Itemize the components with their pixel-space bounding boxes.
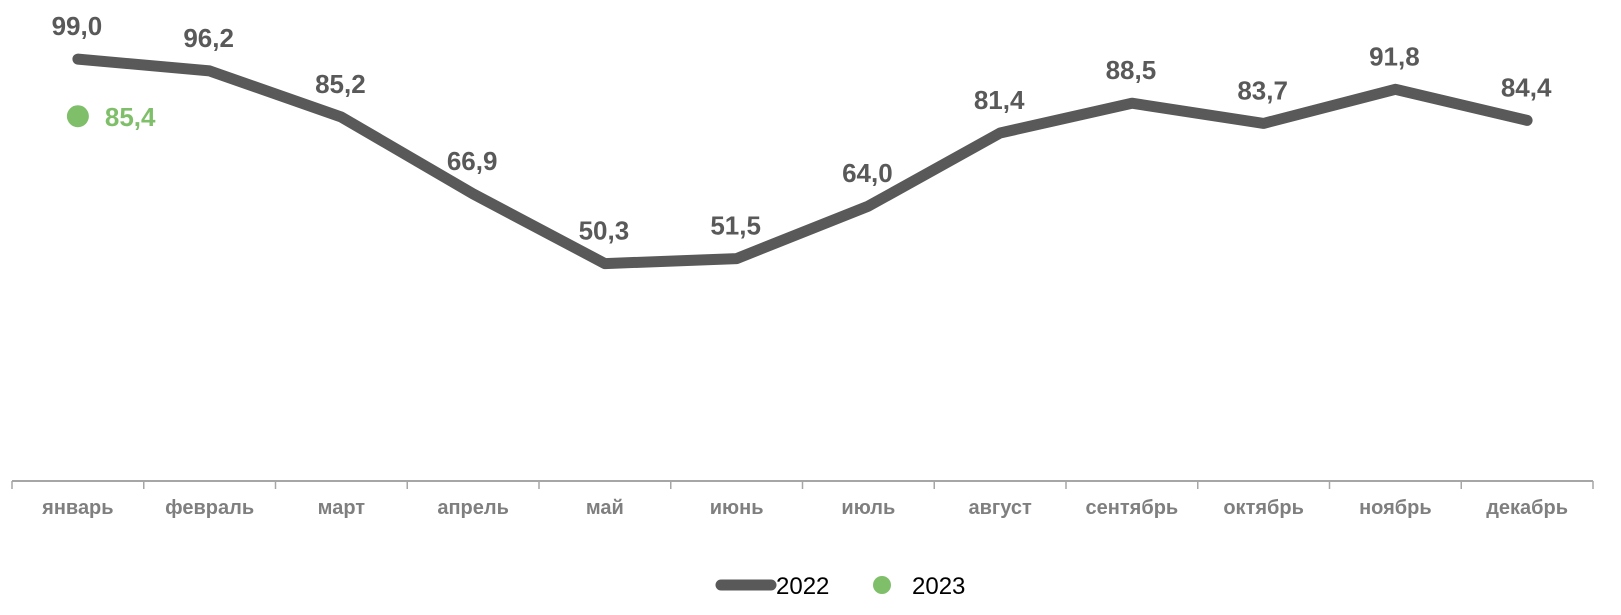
x-tick-label: апрель [437, 497, 509, 519]
data-label-2022: 96,2 [183, 23, 234, 53]
x-tick-label: июль [841, 497, 895, 519]
data-label-2022: 85,2 [315, 69, 366, 99]
x-tick-label: сентябрь [1086, 497, 1179, 519]
data-label-2022: 51,5 [710, 211, 761, 241]
x-tick-label: декабрь [1486, 497, 1568, 519]
data-label-2022: 91,8 [1369, 41, 1420, 71]
x-tick-label: январь [41, 497, 113, 519]
data-label-2022: 84,4 [1501, 72, 1552, 102]
data-point-2023 [66, 105, 89, 128]
x-tick-label: октябрь [1223, 497, 1304, 519]
data-label-2022: 83,7 [1237, 75, 1288, 105]
x-tick-label: март [318, 497, 366, 519]
x-tick-label: август [968, 497, 1031, 519]
legend: 2022 2023 [715, 573, 965, 600]
series-line-2022 [72, 53, 1533, 270]
x-axis: январь февраль март апрель май июнь июль август… [11, 480, 1594, 519]
data-label-2022: 50,3 [579, 216, 630, 246]
data-label-2022: 99,0 [52, 11, 103, 41]
data-label-2022: 64,0 [842, 158, 893, 188]
legend-marker-2023 [873, 576, 891, 594]
x-tick-label: февраль [165, 497, 254, 519]
x-tick-label: июнь [710, 497, 764, 519]
x-tick-label: май [586, 497, 624, 519]
data-labels: 99,0 96,2 85,2 66,9 50,3 51,5 64,0 81,4 88,5 83,7… [52, 11, 1552, 246]
data-label-2022: 66,9 [447, 146, 498, 176]
data-label-2022: 81,4 [974, 85, 1025, 115]
data-label-2022: 88,5 [1106, 55, 1157, 85]
data-label-2023: 85,4 [105, 102, 156, 132]
legend-label-2022: 2022 [776, 573, 829, 600]
legend-label-2023: 2023 [912, 573, 965, 600]
x-tick-label: ноябрь [1359, 497, 1432, 519]
plot-area [66, 53, 1533, 270]
